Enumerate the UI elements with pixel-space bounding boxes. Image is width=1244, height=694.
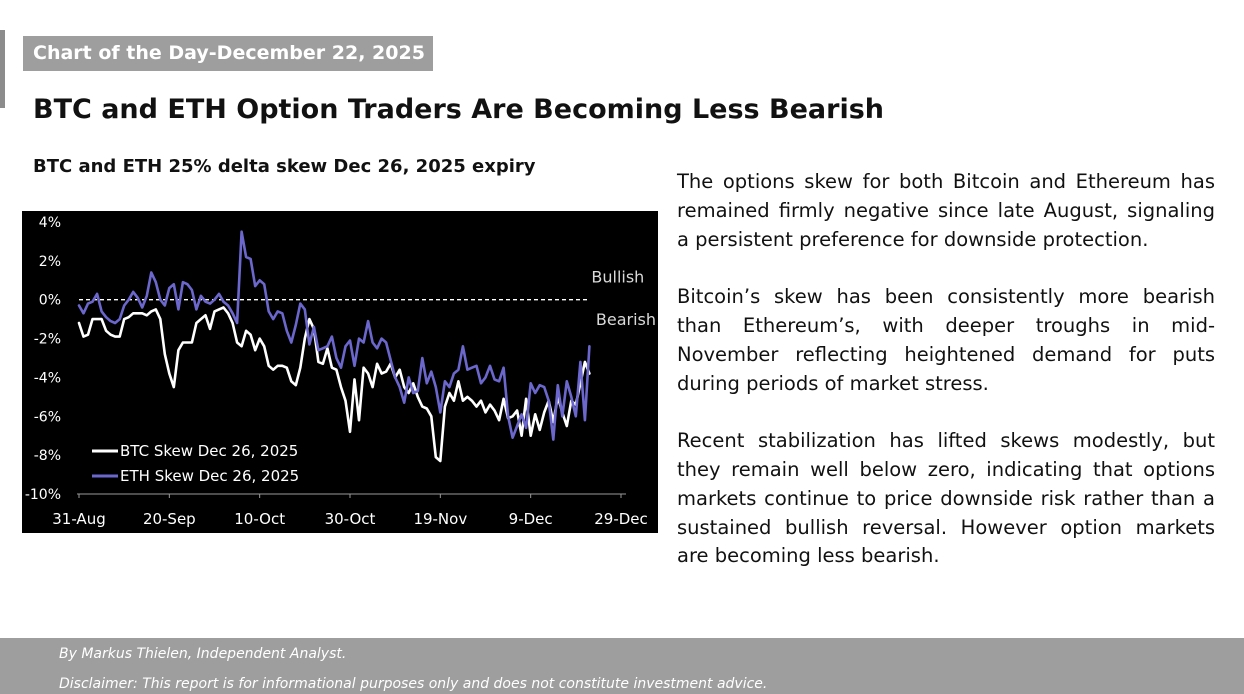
- commentary: The options skew for both Bitcoin and Et…: [677, 168, 1215, 600]
- x-tick-label: 9-Dec: [509, 510, 553, 528]
- footer: By Markus Thielen, Independent Analyst. …: [0, 638, 1244, 694]
- y-tick-label: 0%: [39, 293, 61, 309]
- commentary-paragraph: Recent stabilization has lifted skews mo…: [677, 429, 1215, 568]
- y-tick-label: 4%: [39, 215, 61, 231]
- skew-line-chart: 31-Aug 20-Sep 10-Oct 30-Oct 19-Nov 9-Dec 29-De…: [22, 211, 658, 533]
- x-tick-label: 19-Nov: [413, 510, 467, 528]
- y-tick-label: -8%: [34, 448, 61, 464]
- x-tick-label: 30-Oct: [325, 510, 376, 528]
- y-tick-label: -4%: [34, 370, 61, 386]
- y-tick-label: -6%: [34, 409, 61, 425]
- y-tick-label: -10%: [25, 487, 61, 503]
- footer-author: By Markus Thielen, Independent Analyst.: [59, 646, 347, 662]
- annotation-bullish: Bullish: [591, 267, 644, 286]
- x-tick-label: 31-Aug: [52, 510, 105, 528]
- y-tick-label: -2%: [34, 332, 61, 348]
- chart-container: 31-Aug 20-Sep 10-Oct 30-Oct 19-Nov 9-Dec 29-De…: [22, 211, 658, 533]
- x-tick-label: 20-Sep: [143, 510, 196, 528]
- legend-label: BTC Skew Dec 26, 2025: [120, 442, 298, 460]
- series-line-btc: [77, 306, 591, 463]
- footer-disclaimer: Disclaimer: This report is for informati…: [59, 676, 768, 692]
- series-line-eth: [77, 230, 591, 441]
- commentary-paragraph: Bitcoin’s skew has been consistently mor…: [677, 285, 1215, 395]
- chart-background: [22, 211, 658, 533]
- chart-title: BTC and ETH 25% delta skew Dec 26, 2025 …: [33, 156, 536, 177]
- commentary-paragraph: The options skew for both Bitcoin and Et…: [677, 170, 1215, 251]
- accent-bar: [0, 30, 5, 108]
- chart-of-the-day-tag: Chart of the Day-December 22, 2025: [23, 36, 433, 71]
- x-tick-label: 29-Dec: [594, 510, 648, 528]
- annotation-bearish: Bearish: [596, 310, 656, 329]
- y-tick-label: 2%: [39, 254, 61, 270]
- page-title: BTC and ETH Option Traders Are Becoming …: [33, 94, 885, 125]
- legend-label: ETH Skew Dec 26, 2025: [120, 467, 299, 485]
- x-tick-label: 10-Oct: [234, 510, 285, 528]
